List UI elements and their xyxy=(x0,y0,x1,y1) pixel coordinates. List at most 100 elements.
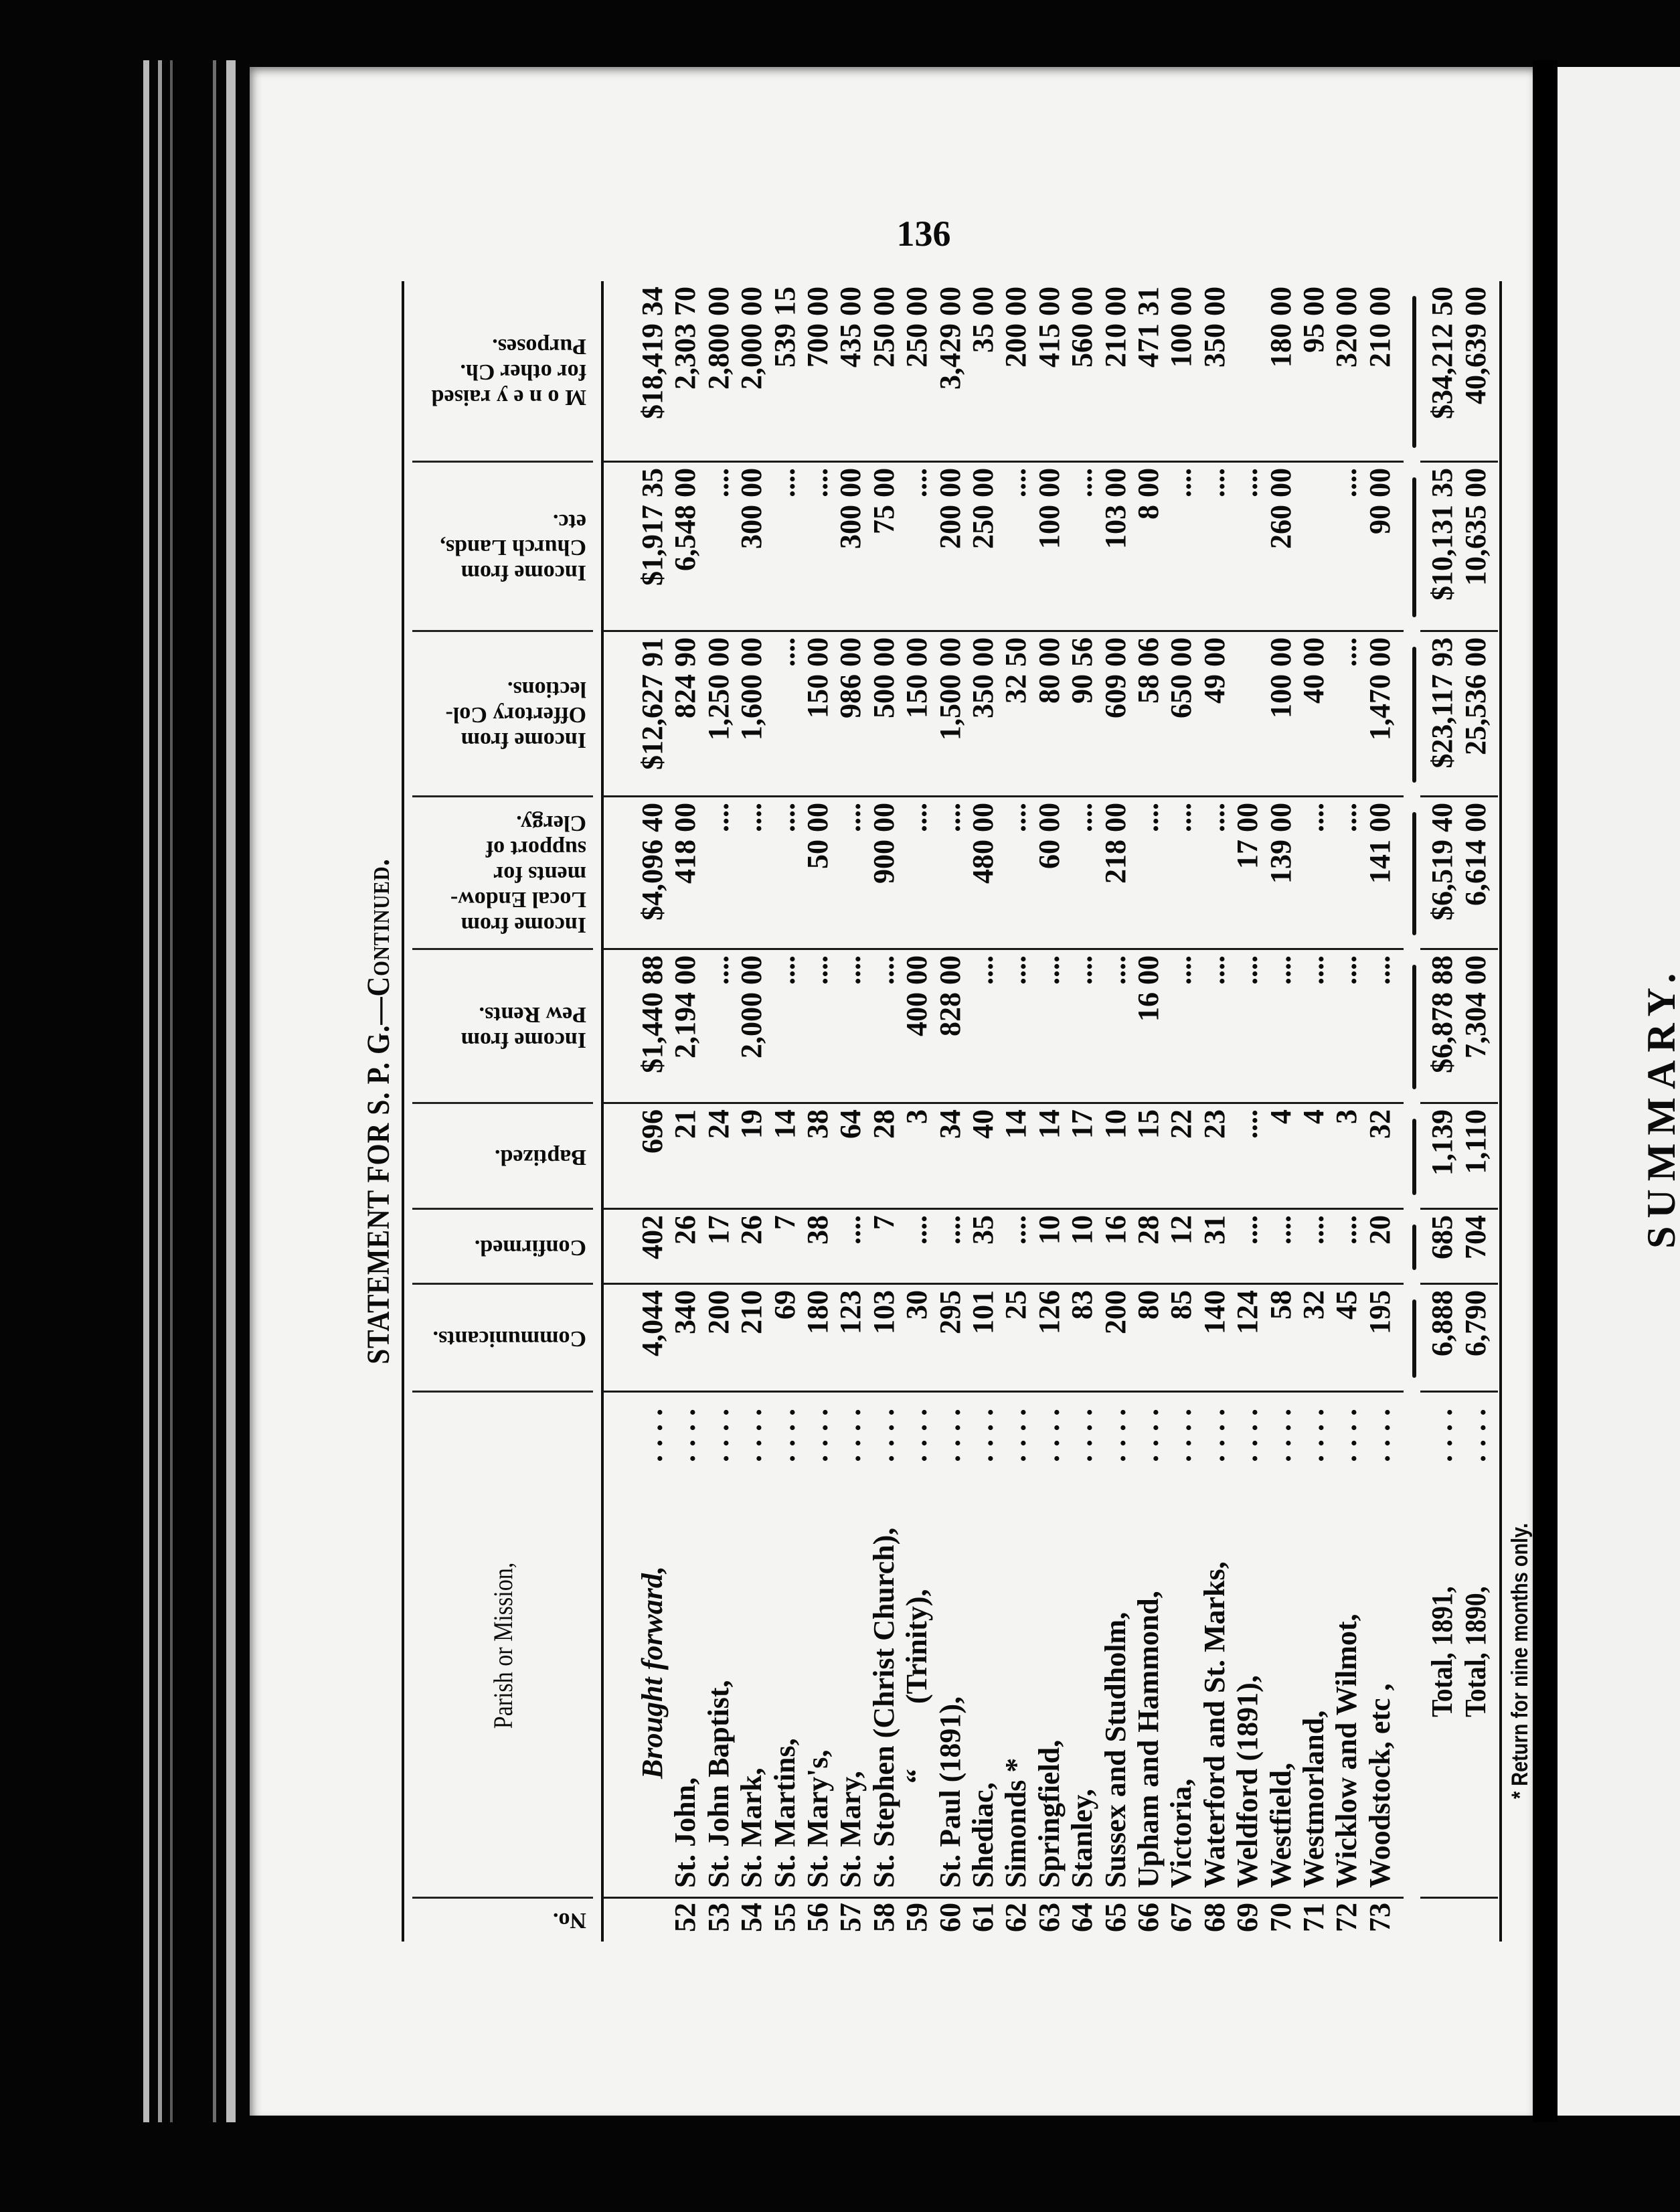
parish-name-cell: Upham and Hammond,.... xyxy=(1132,1393,1165,1899)
cell-confirmed: .... xyxy=(1231,1215,1264,1245)
cell-pew-rents: .... xyxy=(801,955,834,985)
table-row: 53 St. John Baptist,.... 200 17 24........ 1,… xyxy=(701,281,735,1942)
cell-pew-rents: 400 00 xyxy=(900,955,934,1036)
row-number: 65 xyxy=(1098,1903,1132,1932)
parish-name-cell: Woodstock, etc ,.... xyxy=(1363,1393,1396,1899)
cell-offertory: 40 00 xyxy=(1297,637,1330,704)
cell-baptized: 4 xyxy=(1297,1109,1330,1124)
cell-other-purposes: 435 00 xyxy=(834,287,867,368)
row-number: 59 xyxy=(900,1903,934,1932)
total-rule-segment xyxy=(1412,1119,1416,1195)
title-suffix: Continued. xyxy=(361,858,396,997)
cell-baptized: 28 xyxy=(867,1109,900,1139)
cell-baptized: 1,139 xyxy=(1426,1109,1458,1176)
dot-leader: .... xyxy=(1426,1401,1458,1462)
cell-offertory: 100 00 xyxy=(1264,637,1297,718)
parish-name: St. Mark, xyxy=(735,1763,768,1888)
row-number: 55 xyxy=(768,1903,801,1932)
column-header-line: M o n e y raised xyxy=(431,385,586,410)
dot-leader: .... xyxy=(768,1401,801,1462)
cell-confirmed: 12 xyxy=(1165,1215,1198,1245)
column-header-pew-rents: Income from Pew Rents. xyxy=(404,950,601,1104)
cell-pew-rents: 828 00 xyxy=(933,955,967,1036)
dot-leader: .... xyxy=(867,1401,900,1462)
row-number: 67 xyxy=(1165,1903,1198,1932)
column-header-no: No. xyxy=(404,1899,601,1942)
cell-other-purposes: $18,419 34 xyxy=(636,287,669,419)
column-header-line: etc. xyxy=(552,509,586,535)
parish-name-cell: St. Paul (1891),.... xyxy=(933,1393,967,1899)
cell-endowments: .... xyxy=(1066,803,1099,832)
cell-communicants: 4,044 xyxy=(636,1290,669,1356)
column-header-label: Baptized. xyxy=(404,1104,601,1210)
parish-name: Stanley, xyxy=(1066,1785,1099,1888)
cell-endowments: .... xyxy=(933,803,967,832)
cell-church-lands: $10,131 35 xyxy=(1426,468,1458,601)
table-row: 73 Woodstock, etc ,.... 195 20 32.... 141 00 1… xyxy=(1363,281,1396,1942)
parish-name: Sussex and Studholm, xyxy=(1098,1607,1132,1888)
cell-confirmed: 38 xyxy=(801,1215,834,1245)
table-row: 54 St. Mark,.... 210 26 19 2,000 00.... 1,600 … xyxy=(735,281,768,1942)
cell-endowments: 141 00 xyxy=(1363,803,1396,884)
cell-communicants: 30 xyxy=(900,1290,934,1320)
row-number: 54 xyxy=(735,1903,768,1932)
cell-other-purposes: $34,212 50 xyxy=(1426,287,1458,419)
cell-endowments: .... xyxy=(834,803,867,832)
rotated-table-block: STATEMENT FOR S. P. G.—Continued. No. Par… xyxy=(355,281,1546,1942)
cell-other-purposes: 2,303 70 xyxy=(669,287,702,390)
dot-leader: .... xyxy=(834,1401,867,1462)
column-header-line: Local Endow- xyxy=(450,887,586,912)
parish-name: “ xyxy=(900,1765,934,1784)
cell-communicants: 195 xyxy=(1363,1290,1396,1334)
total-rule-segment xyxy=(1412,647,1416,783)
parish-name-cell: St. Mary,.... xyxy=(834,1393,867,1899)
cell-endowments: $6,519 40 xyxy=(1426,803,1458,921)
column-header-line: Purposes. xyxy=(492,334,586,360)
table-row: Brought forward,.... 4,044 402 696 $1,440 88… xyxy=(636,281,669,1942)
cell-offertory: 986 00 xyxy=(834,637,867,718)
dot-leader: .... xyxy=(999,1401,1033,1462)
parish-name: Waterford and St. Marks, xyxy=(1197,1557,1231,1888)
cell-pew-rents: .... xyxy=(768,955,801,985)
column-header-label: Communicants. xyxy=(404,1285,601,1393)
column-header-line: Income from xyxy=(460,728,586,753)
cell-communicants: 101 xyxy=(967,1290,999,1334)
column-header-label: No. xyxy=(404,1899,601,1942)
cell-other-purposes: 2,800 00 xyxy=(701,287,735,390)
cell-offertory xyxy=(1231,632,1264,797)
dot-leader: .... xyxy=(1363,1401,1396,1462)
row-number xyxy=(1426,1899,1458,1942)
cell-baptized: .... xyxy=(1231,1109,1264,1139)
column-header-line: support of xyxy=(485,836,586,861)
cell-church-lands: 300 00 xyxy=(735,468,768,549)
column-header-line: ments for xyxy=(493,862,586,886)
cell-other-purposes: 200 00 xyxy=(999,287,1033,368)
cell-endowments: 17 00 xyxy=(1231,803,1264,869)
parish-name: Total, 1891, xyxy=(1426,1582,1459,1717)
cell-baptized: 21 xyxy=(669,1109,702,1139)
cell-baptized: 38 xyxy=(801,1109,834,1139)
cell-pew-rents: 16 00 xyxy=(1132,955,1165,1022)
row-number xyxy=(636,1899,669,1942)
cell-other-purposes: 180 00 xyxy=(1264,287,1297,368)
cell-endowments: 139 00 xyxy=(1264,803,1297,884)
parish-name: St. Mary, xyxy=(834,1767,867,1888)
table-row: 69 Weldford (1891),.... 124............ 17 … xyxy=(1231,281,1264,1942)
cell-offertory: 150 00 xyxy=(801,637,834,718)
parish-name-cell: Shediac,.... xyxy=(967,1393,999,1899)
column-header-line: No. xyxy=(552,1908,586,1933)
cell-pew-rents: .... xyxy=(1165,955,1198,985)
parish-name-cell: St. John Baptist,.... xyxy=(701,1393,735,1899)
dot-leader: .... xyxy=(701,1401,735,1462)
cell-church-lands: .... xyxy=(1231,468,1264,497)
column-header-label: Income from Church Lands, etc. xyxy=(404,463,601,632)
cell-pew-rents: .... xyxy=(967,955,999,985)
cell-church-lands xyxy=(1297,463,1330,632)
cell-other-purposes: 560 00 xyxy=(1066,287,1099,368)
cell-baptized: 3 xyxy=(1330,1109,1363,1124)
cell-church-lands: 300 00 xyxy=(834,468,867,549)
column-header-line: Confirmed. xyxy=(474,1235,586,1260)
cell-other-purposes: 700 00 xyxy=(801,287,834,368)
dot-leader: .... xyxy=(900,1401,934,1462)
cell-communicants: 6,888 xyxy=(1426,1290,1458,1356)
